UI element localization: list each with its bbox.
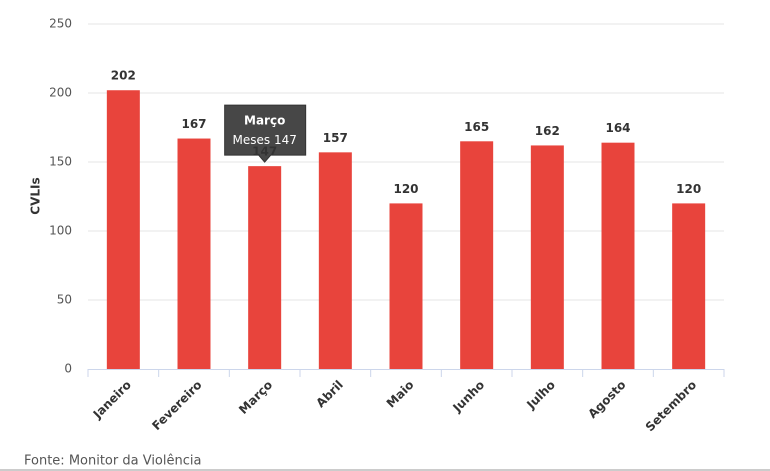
bar (601, 142, 635, 369)
x-tick-label: Fevereiro (149, 378, 204, 433)
x-tick-label: Março (236, 378, 275, 417)
bar (672, 203, 706, 369)
value-label: 202 (111, 69, 136, 83)
value-label: 157 (323, 131, 348, 145)
y-tick-label: 50 (57, 293, 72, 307)
value-label: 165 (464, 120, 489, 134)
y-tick-label: 150 (49, 155, 72, 169)
x-tick-label: Agosto (585, 378, 628, 421)
value-label: 164 (605, 121, 630, 135)
x-tick-label: Junho (450, 378, 488, 416)
bar (389, 203, 423, 369)
y-tick-label: 250 (49, 17, 72, 31)
bar (530, 145, 564, 369)
x-tick-label: Abril (313, 378, 346, 411)
tooltip-box (224, 104, 307, 163)
tooltip-series-name: Meses (232, 133, 270, 147)
tooltip-number: 147 (274, 133, 297, 147)
bar (318, 152, 352, 369)
x-tick-label: Maio (384, 378, 417, 411)
y-axis-label: CVLIs (29, 177, 43, 214)
value-label: 120 (676, 182, 701, 196)
x-tick-label: Julho (523, 378, 558, 413)
bar (106, 90, 140, 370)
bar (248, 166, 282, 369)
y-tick-label: 100 (49, 224, 72, 238)
value-label: 162 (535, 124, 560, 138)
bar (460, 141, 494, 369)
y-tick-label: 0 (64, 362, 72, 376)
source: Fonte: Monitor da Violência (24, 454, 201, 469)
value-label: 167 (181, 117, 206, 131)
bar (177, 138, 211, 369)
x-tick-label: Setembro (643, 378, 700, 435)
value-label: 120 (393, 182, 418, 196)
x-tick-label: Janeiro (90, 378, 134, 422)
tooltip-title: Março (244, 114, 285, 128)
tooltip: Março Meses 147 (224, 104, 307, 163)
tooltip-value: Meses 147 (232, 133, 296, 147)
y-tick-label: 200 (49, 86, 72, 100)
